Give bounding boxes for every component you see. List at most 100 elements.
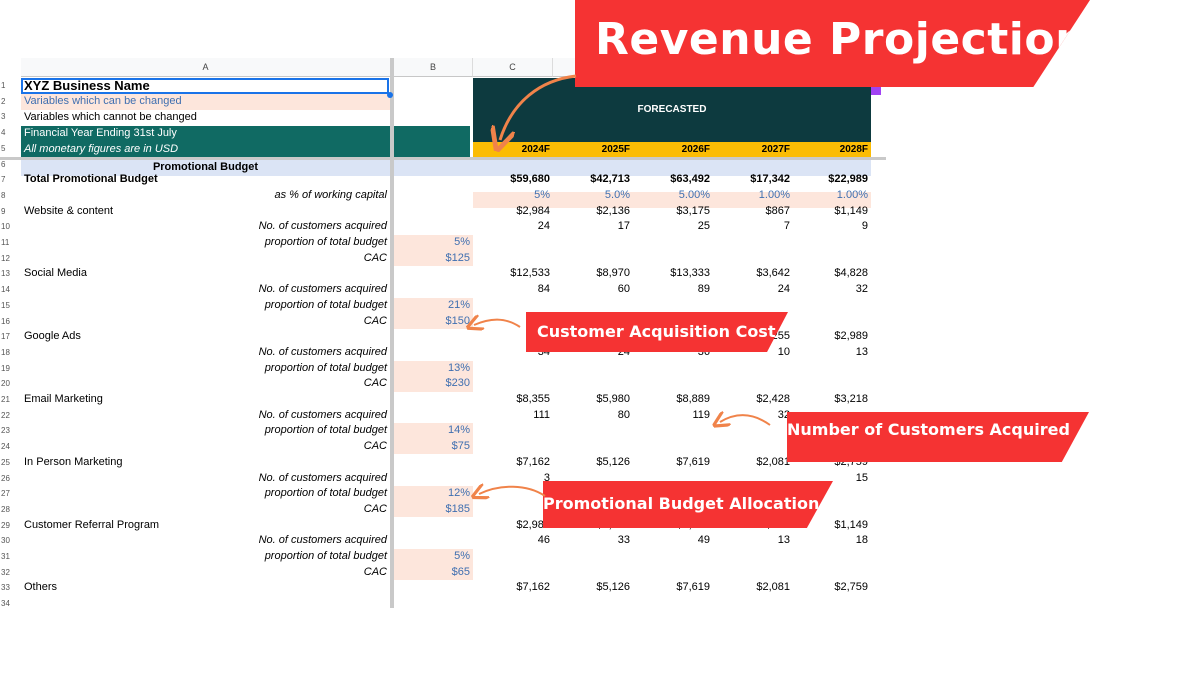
row-number[interactable]: 1 (1, 81, 6, 90)
row-number[interactable]: 15 (1, 300, 10, 310)
row-number[interactable]: 18 (1, 347, 10, 357)
row-number[interactable]: 22 (1, 410, 10, 420)
row-number[interactable]: 30 (1, 536, 10, 546)
row-number[interactable]: 31 (1, 552, 10, 561)
row-number[interactable]: 32 (1, 567, 10, 577)
channel-budget-value[interactable]: $1,149 (834, 518, 868, 531)
col-header-c[interactable]: C (473, 58, 553, 77)
row-number[interactable]: 8 (1, 190, 6, 200)
total-value[interactable]: $22,989 (828, 173, 868, 186)
channel-budget-value[interactable]: $3,175 (676, 204, 710, 217)
proportion-input[interactable]: 5% (454, 550, 470, 562)
customers-value[interactable]: 46 (537, 534, 550, 547)
col-header-b[interactable]: B (394, 58, 473, 77)
customers-value[interactable]: 32 (777, 408, 790, 421)
customers-value[interactable]: 33 (617, 534, 630, 547)
channel-budget-value[interactable]: $7,162 (516, 581, 550, 594)
row-number[interactable]: 20 (1, 379, 10, 389)
channel-budget-value[interactable]: $2,428 (756, 393, 790, 405)
channel-budget-value[interactable]: $867 (765, 204, 790, 217)
customers-value[interactable]: 24 (537, 220, 550, 233)
channel-budget-value[interactable]: $8,355 (516, 393, 550, 405)
cac-input[interactable]: $75 (451, 440, 470, 453)
customers-value[interactable]: 32 (855, 283, 868, 296)
cac-input[interactable]: $125 (445, 251, 470, 264)
row-number[interactable]: 21 (1, 395, 10, 404)
pct-value[interactable]: 1.00% (758, 188, 790, 201)
row-number[interactable]: 10 (1, 222, 10, 232)
cac-input[interactable]: $230 (445, 377, 470, 390)
channel-budget-value[interactable]: $13,333 (670, 267, 710, 280)
customers-value[interactable]: 7 (783, 220, 790, 233)
proportion-input[interactable]: 5% (454, 236, 470, 248)
row-number[interactable]: 16 (1, 316, 10, 326)
row-number[interactable]: 11 (1, 238, 10, 247)
pct-value[interactable]: 1.00% (836, 188, 868, 201)
row-number[interactable]: 6 (1, 159, 6, 169)
cac-input[interactable]: $65 (451, 565, 470, 578)
pct-value[interactable]: 5.00% (678, 188, 710, 201)
row-number[interactable]: 25 (1, 457, 10, 467)
row-number[interactable]: 27 (1, 489, 10, 499)
row-number[interactable]: 26 (1, 473, 10, 483)
proportion-input[interactable]: 21% (447, 298, 470, 311)
customers-value[interactable]: 111 (533, 408, 550, 421)
frozen-column-divider[interactable] (390, 58, 394, 608)
proportion-input[interactable]: 12% (447, 487, 470, 500)
customers-value[interactable]: 13 (777, 534, 790, 547)
row-number[interactable]: 29 (1, 520, 10, 530)
channel-budget-value[interactable]: $8,889 (676, 393, 710, 405)
row-number[interactable]: 4 (1, 128, 6, 138)
row-number[interactable]: 13 (1, 269, 10, 279)
customers-value[interactable]: 15 (855, 471, 868, 484)
col-header-a[interactable]: A (21, 58, 391, 77)
customers-value[interactable]: 49 (697, 534, 710, 547)
customers-value[interactable]: 18 (855, 534, 868, 547)
channel-budget-value[interactable]: $2,081 (756, 455, 790, 468)
channel-budget-value[interactable]: $5,126 (596, 455, 630, 468)
frozen-row-divider[interactable] (0, 157, 886, 160)
fill-handle[interactable] (387, 92, 393, 98)
pct-value[interactable]: 5.0% (604, 188, 630, 201)
row-number[interactable]: 5 (1, 143, 6, 153)
channel-budget-value[interactable]: $2,081 (756, 581, 790, 594)
selected-cell-a1[interactable] (21, 78, 389, 94)
customers-value[interactable]: 60 (617, 283, 630, 296)
channel-budget-value[interactable]: $2,136 (596, 204, 630, 217)
channel-budget-value[interactable]: $3,218 (834, 393, 868, 405)
proportion-input[interactable]: 14% (447, 424, 470, 437)
row-number[interactable]: 2 (1, 96, 6, 106)
channel-budget-value[interactable]: $4,828 (834, 267, 868, 280)
channel-budget-value[interactable]: $2,984 (516, 204, 550, 217)
row-number[interactable]: 33 (1, 583, 10, 593)
channel-budget-value[interactable]: $2,989 (834, 330, 868, 343)
customers-value[interactable]: 13 (855, 345, 868, 358)
customers-value[interactable]: 89 (697, 283, 710, 296)
channel-budget-value[interactable]: $12,533 (510, 267, 550, 280)
row-number[interactable]: 28 (1, 504, 10, 514)
total-value[interactable]: $59,680 (510, 173, 550, 186)
customers-value[interactable]: 24 (777, 283, 790, 296)
row-number[interactable]: 24 (1, 442, 10, 452)
total-value[interactable]: $63,492 (670, 173, 710, 186)
channel-budget-value[interactable]: $3,642 (756, 267, 790, 280)
pct-value[interactable]: 5% (534, 188, 550, 201)
channel-budget-value[interactable]: $8,970 (596, 267, 630, 280)
row-number[interactable]: 23 (1, 426, 10, 436)
business-name[interactable]: XYZ Business Name (24, 78, 150, 93)
row-number[interactable]: 3 (1, 112, 6, 122)
customers-value[interactable]: 9 (861, 220, 868, 233)
customers-value[interactable]: 10 (777, 345, 790, 358)
proportion-input[interactable]: 13% (447, 361, 470, 374)
total-value[interactable]: $17,342 (750, 173, 790, 186)
row-number[interactable]: 19 (1, 363, 10, 373)
customers-value[interactable]: 17 (617, 220, 630, 233)
channel-budget-value[interactable]: $2,984 (516, 518, 550, 531)
channel-budget-value[interactable]: $7,162 (516, 455, 550, 468)
channel-budget-value[interactable]: $2,759 (834, 581, 868, 594)
channel-budget-value[interactable]: $5,980 (596, 393, 630, 405)
row-number[interactable]: 14 (1, 285, 10, 295)
channel-budget-value[interactable]: $5,126 (596, 581, 630, 594)
total-value[interactable]: $42,713 (590, 173, 630, 186)
row-number[interactable]: 7 (1, 175, 6, 185)
